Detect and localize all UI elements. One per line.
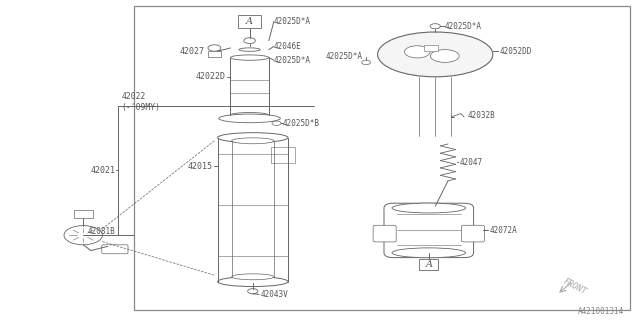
Text: (-'09MY): (-'09MY) bbox=[122, 103, 161, 112]
Text: 42021: 42021 bbox=[90, 166, 115, 175]
Ellipse shape bbox=[239, 48, 260, 51]
Text: 42032B: 42032B bbox=[467, 111, 495, 120]
FancyBboxPatch shape bbox=[208, 51, 221, 57]
FancyBboxPatch shape bbox=[238, 15, 261, 28]
Text: 42027: 42027 bbox=[180, 47, 205, 56]
FancyBboxPatch shape bbox=[461, 225, 484, 242]
Ellipse shape bbox=[392, 203, 466, 213]
Text: 42025D*B: 42025D*B bbox=[283, 119, 320, 128]
FancyBboxPatch shape bbox=[424, 45, 438, 51]
Ellipse shape bbox=[232, 138, 274, 144]
Text: 42043V: 42043V bbox=[260, 290, 288, 299]
Text: 42047: 42047 bbox=[460, 158, 483, 167]
Text: 42015: 42015 bbox=[188, 162, 212, 171]
Ellipse shape bbox=[218, 133, 288, 142]
FancyBboxPatch shape bbox=[74, 210, 93, 218]
Text: 42081B: 42081B bbox=[88, 228, 115, 236]
Text: 42022D: 42022D bbox=[195, 72, 225, 81]
Text: 42025D*A: 42025D*A bbox=[274, 56, 311, 65]
FancyBboxPatch shape bbox=[102, 245, 128, 254]
Text: 42025D*A: 42025D*A bbox=[445, 22, 482, 31]
Ellipse shape bbox=[378, 32, 493, 77]
Text: A: A bbox=[426, 260, 432, 269]
FancyBboxPatch shape bbox=[373, 225, 396, 242]
Text: A: A bbox=[246, 17, 253, 26]
Ellipse shape bbox=[431, 50, 460, 62]
FancyBboxPatch shape bbox=[271, 147, 295, 163]
Ellipse shape bbox=[404, 46, 430, 58]
Text: 42025D*A: 42025D*A bbox=[326, 52, 363, 61]
Text: 42052DD: 42052DD bbox=[499, 47, 532, 56]
Ellipse shape bbox=[219, 114, 280, 123]
Ellipse shape bbox=[230, 55, 269, 60]
Text: 42046E: 42046E bbox=[274, 42, 301, 51]
FancyBboxPatch shape bbox=[384, 203, 474, 258]
Bar bbox=[134, 6, 630, 310]
Text: FRONT: FRONT bbox=[562, 277, 588, 297]
Text: 42025D*A: 42025D*A bbox=[274, 17, 311, 26]
Text: 42022: 42022 bbox=[122, 92, 146, 100]
Ellipse shape bbox=[232, 274, 274, 280]
Ellipse shape bbox=[218, 277, 288, 286]
Text: A421001314: A421001314 bbox=[578, 308, 624, 316]
Ellipse shape bbox=[392, 248, 466, 258]
FancyBboxPatch shape bbox=[419, 259, 438, 270]
Ellipse shape bbox=[230, 113, 269, 118]
Text: 42072A: 42072A bbox=[490, 226, 517, 235]
